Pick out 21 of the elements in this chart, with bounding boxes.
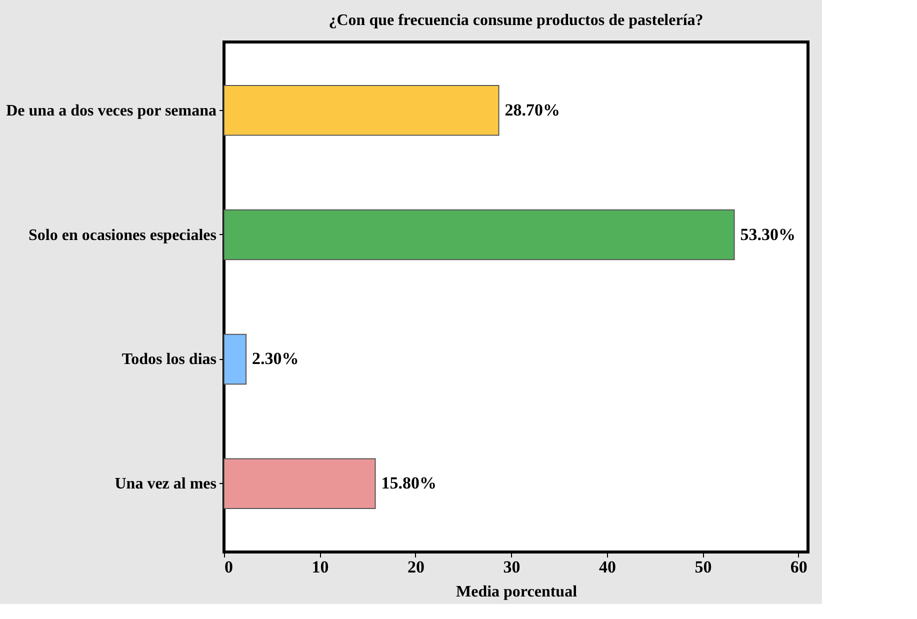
chart-title: ¿Con que frecuencia consume productos de pastelería? (328, 12, 704, 29)
bar (224, 85, 500, 136)
x-tick-label: 50 (694, 558, 712, 576)
x-axis-title: Media porcentual (456, 584, 578, 600)
bar (224, 209, 735, 260)
x-tick-label: 20 (407, 558, 424, 576)
x-tick-label: 40 (598, 558, 616, 576)
y-tick-label: De una a dos veces por semana (6, 102, 216, 120)
data-label: 15.80% (381, 474, 437, 493)
y-tick-label: Solo en ocasiones especiales (28, 226, 216, 244)
data-label: 2.30% (252, 349, 299, 368)
bar (224, 458, 376, 509)
bar (224, 334, 247, 385)
x-tick-label: 30 (503, 558, 520, 576)
data-label: 53.30% (740, 224, 796, 244)
y-tick-label: Todos los dias (122, 351, 216, 368)
x-tick-label: 10 (312, 558, 329, 576)
x-tick-label: 60 (790, 558, 808, 576)
data-label: 28.70% (504, 100, 560, 120)
y-tick-label: Una vez al mes (114, 476, 216, 493)
x-tick-label: 0 (224, 558, 233, 576)
